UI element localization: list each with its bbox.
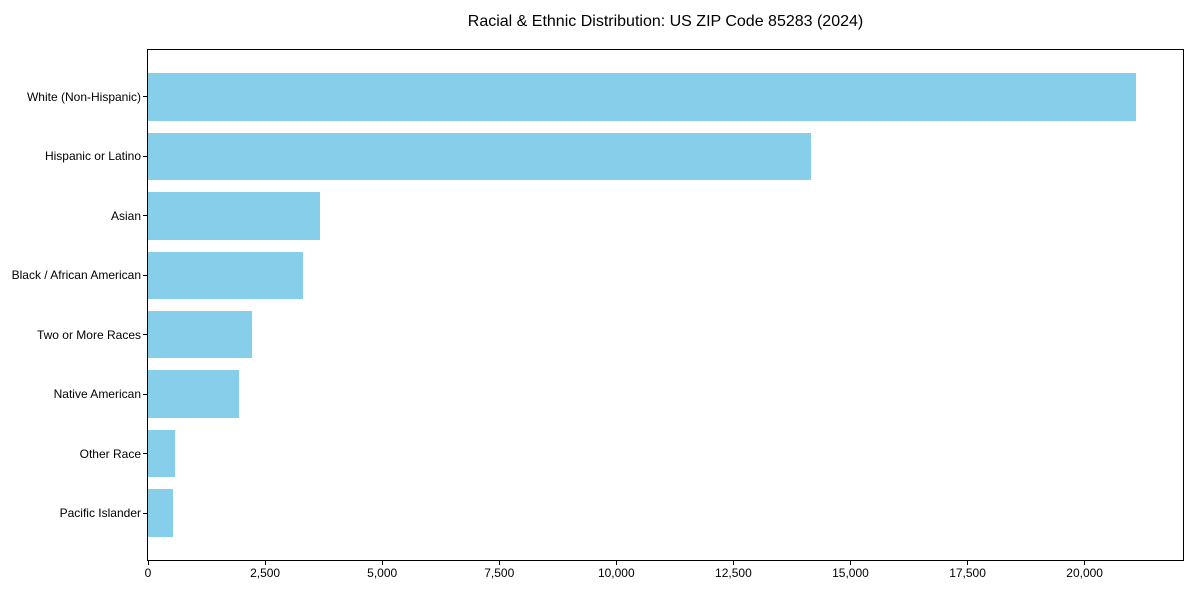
- x-tick-label: 10,000: [597, 566, 635, 580]
- x-tick-label: 5,000: [367, 566, 398, 580]
- bar-other-race: [148, 429, 176, 478]
- chart-title: Racial & Ethnic Distribution: US ZIP Cod…: [467, 13, 864, 30]
- y-tick-mark: [143, 393, 147, 395]
- y-axis-label-native-american: Native American: [53, 387, 141, 402]
- bar-hispanic-or-latino: [148, 132, 811, 181]
- x-tick-label: 2,500: [250, 566, 281, 580]
- x-tick-mark: [498, 561, 500, 565]
- y-axis-label-other-race: Other Race: [79, 446, 141, 461]
- y-tick-mark: [143, 453, 147, 455]
- y-tick-mark: [143, 215, 147, 217]
- y-axis-label-white-non-hispanic: White (Non-Hispanic): [26, 89, 141, 104]
- y-axis-label-black-african-american: Black / African American: [11, 268, 141, 283]
- y-tick-mark: [143, 334, 147, 336]
- y-tick-mark: [143, 512, 147, 514]
- x-tick-mark: [967, 561, 969, 565]
- x-tick-mark: [381, 561, 383, 565]
- x-tick-label: 7,500: [484, 566, 515, 580]
- x-tick-label: 15,000: [832, 566, 869, 580]
- x-tick-mark: [849, 561, 851, 565]
- y-axis-label-asian: Asian: [110, 208, 141, 223]
- bar-two-or-more-races: [148, 310, 252, 359]
- x-tick-label: 12,500: [715, 566, 752, 580]
- bar-pacific-islander: [148, 489, 173, 537]
- y-axis-label-two-or-more-races: Two or More Races: [36, 327, 141, 342]
- y-tick-mark: [143, 96, 147, 98]
- x-tick-mark: [1084, 561, 1086, 565]
- x-tick-label: 17,500: [949, 566, 986, 580]
- bar-native-american: [148, 370, 239, 418]
- x-tick-mark: [147, 561, 149, 565]
- bar-black-african-american: [148, 251, 304, 300]
- y-axis-label-hispanic-or-latino: Hispanic or Latino: [44, 149, 141, 164]
- x-tick-mark: [615, 561, 617, 565]
- y-tick-mark: [143, 155, 147, 157]
- x-tick-label: 20,000: [1066, 566, 1103, 580]
- y-tick-mark: [143, 274, 147, 276]
- plot-area: [143, 49, 1184, 565]
- bar-asian: [148, 192, 320, 240]
- bar-white-non-hispanic: [148, 73, 1137, 121]
- y-axis-label-pacific-islander: Pacific Islander: [59, 506, 141, 521]
- x-tick-label: 0: [144, 566, 152, 580]
- x-tick-mark: [732, 561, 734, 565]
- x-tick-mark: [264, 561, 266, 565]
